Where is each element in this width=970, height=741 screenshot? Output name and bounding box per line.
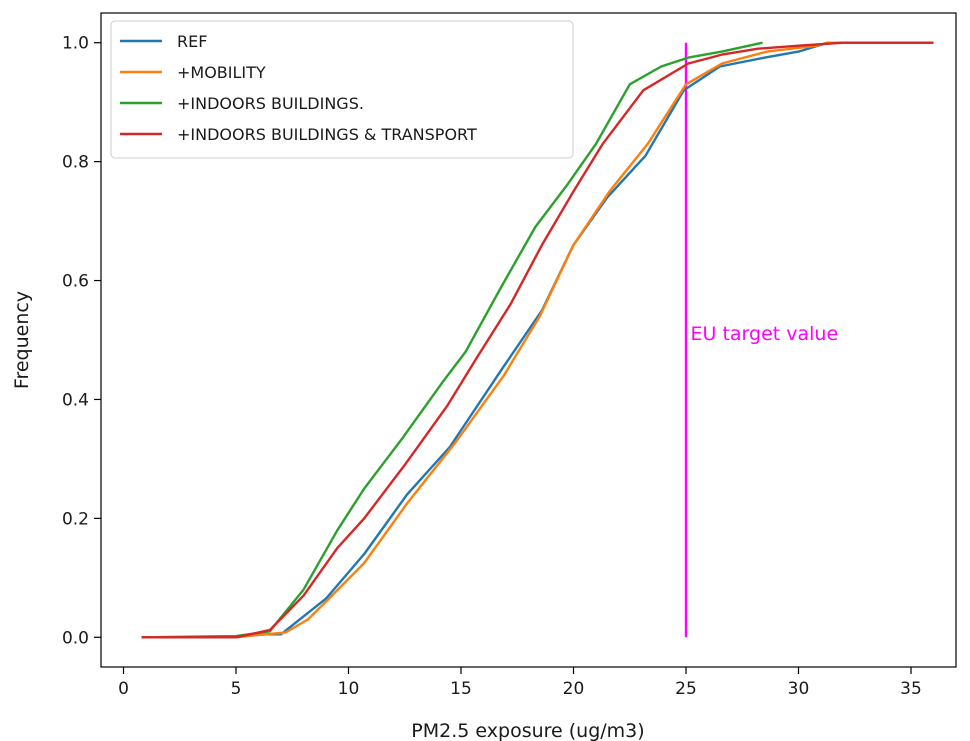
- series-layer: [141, 41, 934, 639]
- series-line-2: [141, 41, 934, 639]
- x-tick-label: 15: [450, 679, 472, 699]
- legend-label: REF: [177, 32, 207, 51]
- y-tick-label: 0.4: [62, 390, 89, 410]
- annotation-layer: EU target value: [684, 42, 839, 638]
- x-tick-label: 10: [338, 679, 360, 699]
- series-line-4: [141, 41, 934, 639]
- legend-box: [110, 20, 574, 159]
- legend-label: +INDOORS BUILDINGS & TRANSPORT: [177, 125, 477, 144]
- series-line-3: [141, 41, 763, 639]
- x-tick-label: 30: [788, 679, 810, 699]
- y-tick-label: 1.0: [62, 34, 89, 54]
- x-tick-label: 5: [231, 679, 242, 699]
- eu-target-label: EU target value: [691, 323, 839, 345]
- x-tick-label: 25: [675, 679, 697, 699]
- y-tick-label: 0.0: [62, 628, 89, 648]
- y-tick-label: 0.6: [62, 272, 89, 292]
- legend-label: +MOBILITY: [177, 63, 266, 82]
- x-axis-ticks: 0 5 10 15 20 25 30 35: [118, 667, 922, 699]
- y-tick-label: 0.2: [62, 509, 89, 529]
- legend: REF +MOBILITY +INDOORS BUILDINGS. +INDOORS …: [110, 20, 574, 159]
- legend-label: +INDOORS BUILDINGS.: [177, 94, 364, 113]
- x-axis-label: PM2.5 exposure (ug/m3): [411, 720, 644, 741]
- x-tick-label: 20: [563, 679, 585, 699]
- plot-frame: [100, 12, 957, 668]
- y-axis-label: Frequency: [11, 291, 33, 389]
- x-tick-label: 35: [900, 679, 922, 699]
- x-tick-label: 0: [118, 679, 129, 699]
- y-axis-ticks: 0.0 0.2 0.4 0.6 0.8 1.0: [62, 34, 101, 648]
- y-tick-label: 0.8: [62, 153, 89, 173]
